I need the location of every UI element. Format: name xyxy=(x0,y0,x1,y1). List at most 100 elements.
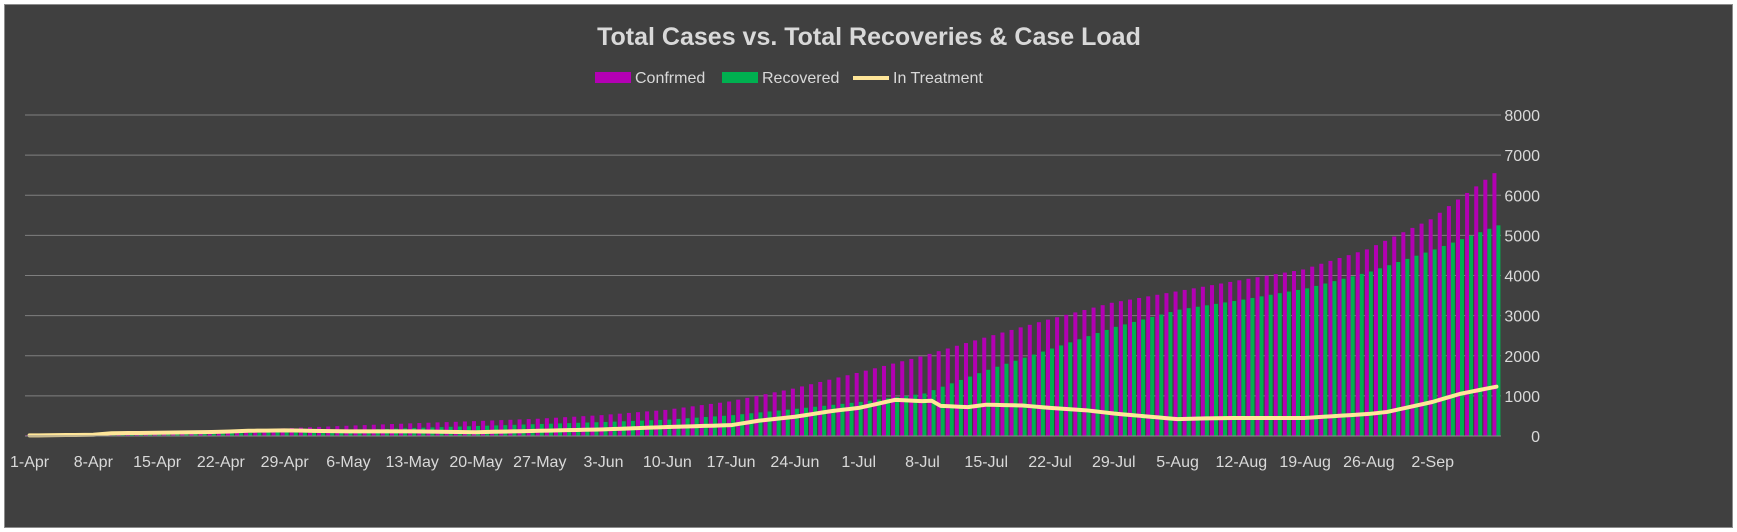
confirmed-bar[interactable] xyxy=(645,411,650,436)
recovered-bar[interactable] xyxy=(931,390,936,436)
recovered-bar[interactable] xyxy=(1095,333,1100,436)
confirmed-bar[interactable] xyxy=(636,412,640,436)
confirmed-bar[interactable] xyxy=(435,422,440,436)
confirmed-bar[interactable] xyxy=(1337,258,1342,436)
recovered-bar[interactable] xyxy=(284,431,289,436)
confirmed-bar[interactable] xyxy=(608,414,613,436)
confirmed-bar[interactable] xyxy=(1273,274,1278,436)
recovered-bar[interactable] xyxy=(758,412,763,436)
confirmed-bar[interactable] xyxy=(690,406,695,436)
recovered-bar[interactable] xyxy=(248,432,253,436)
confirmed-bar[interactable] xyxy=(790,388,795,436)
confirmed-bar[interactable] xyxy=(554,417,558,436)
recovered-bar[interactable] xyxy=(1204,305,1209,436)
recovered-bar[interactable] xyxy=(1059,345,1064,436)
confirmed-bar[interactable] xyxy=(745,397,750,436)
recovered-bar[interactable] xyxy=(1050,348,1054,436)
recovered-bar[interactable] xyxy=(1286,291,1291,436)
confirmed-bar[interactable] xyxy=(1310,266,1315,436)
recovered-bar[interactable] xyxy=(1405,258,1410,436)
confirmed-bar[interactable] xyxy=(827,379,832,436)
recovered-bar[interactable] xyxy=(129,434,134,436)
recovered-bar[interactable] xyxy=(1432,249,1437,436)
recovered-bar[interactable] xyxy=(1214,303,1218,436)
confirmed-bar[interactable] xyxy=(1000,332,1005,436)
recovered-bar[interactable] xyxy=(849,402,854,436)
chart-area[interactable]: Total Cases vs. Total Recoveries & Case … xyxy=(4,4,1733,528)
recovered-bar[interactable] xyxy=(858,401,863,436)
confirmed-bar[interactable] xyxy=(1292,271,1296,436)
recovered-bar[interactable] xyxy=(193,434,198,436)
recovered-bar[interactable] xyxy=(1277,293,1282,436)
confirmed-bar[interactable] xyxy=(1109,302,1114,436)
confirmed-bar[interactable] xyxy=(426,422,431,436)
recovered-bar[interactable] xyxy=(776,410,781,436)
recovered-bar[interactable] xyxy=(1296,289,1300,436)
recovered-bar[interactable] xyxy=(239,433,244,436)
confirmed-bar[interactable] xyxy=(572,416,577,436)
recovered-bar[interactable] xyxy=(1241,299,1246,436)
recovered-bar[interactable] xyxy=(1387,265,1392,436)
recovered-bar[interactable] xyxy=(1195,306,1200,436)
confirmed-bar[interactable] xyxy=(1027,324,1032,436)
confirmed-bar[interactable] xyxy=(1091,307,1096,436)
confirmed-bar[interactable] xyxy=(1410,227,1415,436)
confirmed-bar[interactable] xyxy=(800,386,804,436)
recovered-bar[interactable] xyxy=(1150,316,1155,436)
confirmed-bar[interactable] xyxy=(718,402,722,436)
recovered-bar[interactable] xyxy=(1487,228,1492,436)
confirmed-bar[interactable] xyxy=(654,410,659,436)
in-treatment-series[interactable] xyxy=(27,384,1499,438)
recovered-bar[interactable] xyxy=(1013,360,1018,436)
recovered-bar[interactable] xyxy=(831,404,836,436)
recovered-bar[interactable] xyxy=(940,386,945,436)
recovered-bar[interactable] xyxy=(1141,319,1146,436)
recovered-bar[interactable] xyxy=(1359,273,1364,436)
confirmed-bar[interactable] xyxy=(517,419,522,436)
recovered-bar[interactable] xyxy=(202,433,207,436)
recovered-bar[interactable] xyxy=(804,407,808,436)
confirmed-bar[interactable] xyxy=(763,394,768,436)
confirmed-bar[interactable] xyxy=(1009,329,1014,436)
recovered-bar[interactable] xyxy=(1423,252,1428,436)
confirmed-bar[interactable] xyxy=(444,422,449,436)
confirmed-bar[interactable] xyxy=(982,337,987,436)
confirmed-bar[interactable] xyxy=(809,384,814,436)
confirmed-bar[interactable] xyxy=(1173,291,1178,436)
confirmed-bar[interactable] xyxy=(1219,283,1224,436)
confirmed-bar[interactable] xyxy=(544,418,549,436)
confirmed-bar[interactable] xyxy=(863,370,868,436)
recovered-bar[interactable] xyxy=(1159,314,1164,436)
recovered-bar[interactable] xyxy=(867,400,872,436)
recovered-bar[interactable] xyxy=(1031,354,1036,436)
confirmed-bar[interactable] xyxy=(1210,285,1214,436)
recovered-bar[interactable] xyxy=(293,431,298,436)
recovered-bar[interactable] xyxy=(148,434,152,436)
recovered-bar[interactable] xyxy=(1022,357,1027,436)
recovered-bar[interactable] xyxy=(184,434,189,436)
confirmed-bar[interactable] xyxy=(672,408,677,436)
recovered-bar[interactable] xyxy=(813,406,818,436)
confirmed-bar[interactable] xyxy=(1383,240,1388,436)
recovered-bar[interactable] xyxy=(1323,283,1328,436)
confirmed-bar[interactable] xyxy=(1456,199,1460,436)
recovered-bar[interactable] xyxy=(922,393,927,436)
confirmed-bar[interactable] xyxy=(663,409,668,436)
confirmed-bar[interactable] xyxy=(991,335,996,436)
confirmed-bar[interactable] xyxy=(1328,260,1333,436)
chart-legend[interactable]: Confrmed Recovered In Treatment xyxy=(595,70,983,87)
recovered-bar[interactable] xyxy=(1259,296,1264,436)
recovered-bar[interactable] xyxy=(1004,363,1009,436)
recovered-bar[interactable] xyxy=(1040,351,1045,436)
recovered-bar[interactable] xyxy=(166,434,171,436)
confirmed-bar[interactable] xyxy=(1355,252,1360,436)
confirmed-bar[interactable] xyxy=(854,373,859,436)
recovered-bar[interactable] xyxy=(1068,342,1073,436)
recovered-bar[interactable] xyxy=(257,432,262,436)
confirmed-bar[interactable] xyxy=(1082,310,1087,436)
recovered-bar[interactable] xyxy=(175,434,180,436)
recovered-bar[interactable] xyxy=(1396,262,1401,436)
confirmed-bar[interactable] xyxy=(1164,293,1169,436)
confirmed-bar[interactable] xyxy=(1118,301,1123,436)
recovered-bar[interactable] xyxy=(1077,339,1082,436)
